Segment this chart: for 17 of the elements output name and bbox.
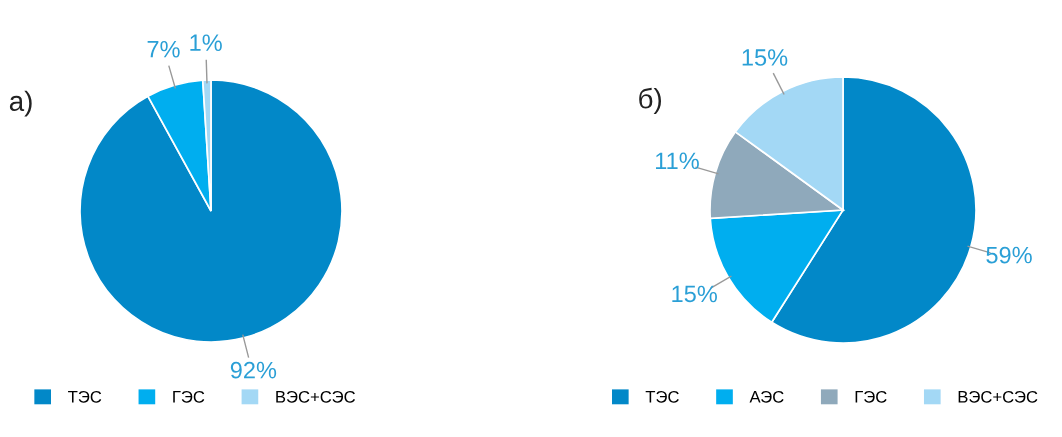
legend-label: ТЭС [645,390,679,403]
data-label: 92% [230,361,277,379]
legend-label: ВЭС+СЭС [276,390,356,403]
data-label: 15% [672,285,717,303]
legend-label: ГЭС [855,390,887,403]
text: б) [639,87,662,114]
legend-label: ГЭС [173,390,205,403]
data-label: 7% [147,40,180,58]
data-label: 15% [742,49,788,66]
data-label: 59% [986,246,1032,264]
legend-label: ТЭС [68,390,102,403]
legend-label: ВЭС+СЭС [958,390,1038,403]
legend-label: АЭС [749,390,784,403]
data-label: 1% [190,34,222,51]
data-label: 11% [656,152,699,170]
pie-slice [79,79,343,343]
text: а) [9,90,32,117]
